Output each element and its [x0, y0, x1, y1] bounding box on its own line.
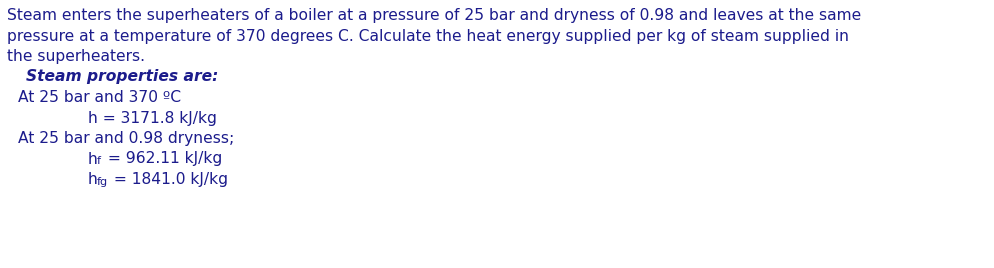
Text: h = 3171.8 kJ/kg: h = 3171.8 kJ/kg	[87, 110, 217, 125]
Text: At 25 bar and 370 ºC: At 25 bar and 370 ºC	[18, 90, 181, 105]
Text: pressure at a temperature of 370 degrees C. Calculate the heat energy supplied p: pressure at a temperature of 370 degrees…	[7, 28, 848, 43]
Text: = 962.11 kJ/kg: = 962.11 kJ/kg	[103, 151, 223, 166]
Text: Steam enters the superheaters of a boiler at a pressure of 25 bar and dryness of: Steam enters the superheaters of a boile…	[7, 8, 861, 23]
Text: = 1841.0 kJ/kg: = 1841.0 kJ/kg	[108, 172, 228, 187]
Text: the superheaters.: the superheaters.	[7, 49, 145, 64]
Text: f: f	[97, 156, 101, 166]
Text: fg: fg	[97, 177, 108, 187]
Text: h: h	[87, 172, 97, 187]
Text: At 25 bar and 0.98 dryness;: At 25 bar and 0.98 dryness;	[18, 131, 234, 146]
Text: Steam properties are:: Steam properties are:	[26, 69, 218, 84]
Text: h: h	[87, 151, 97, 166]
